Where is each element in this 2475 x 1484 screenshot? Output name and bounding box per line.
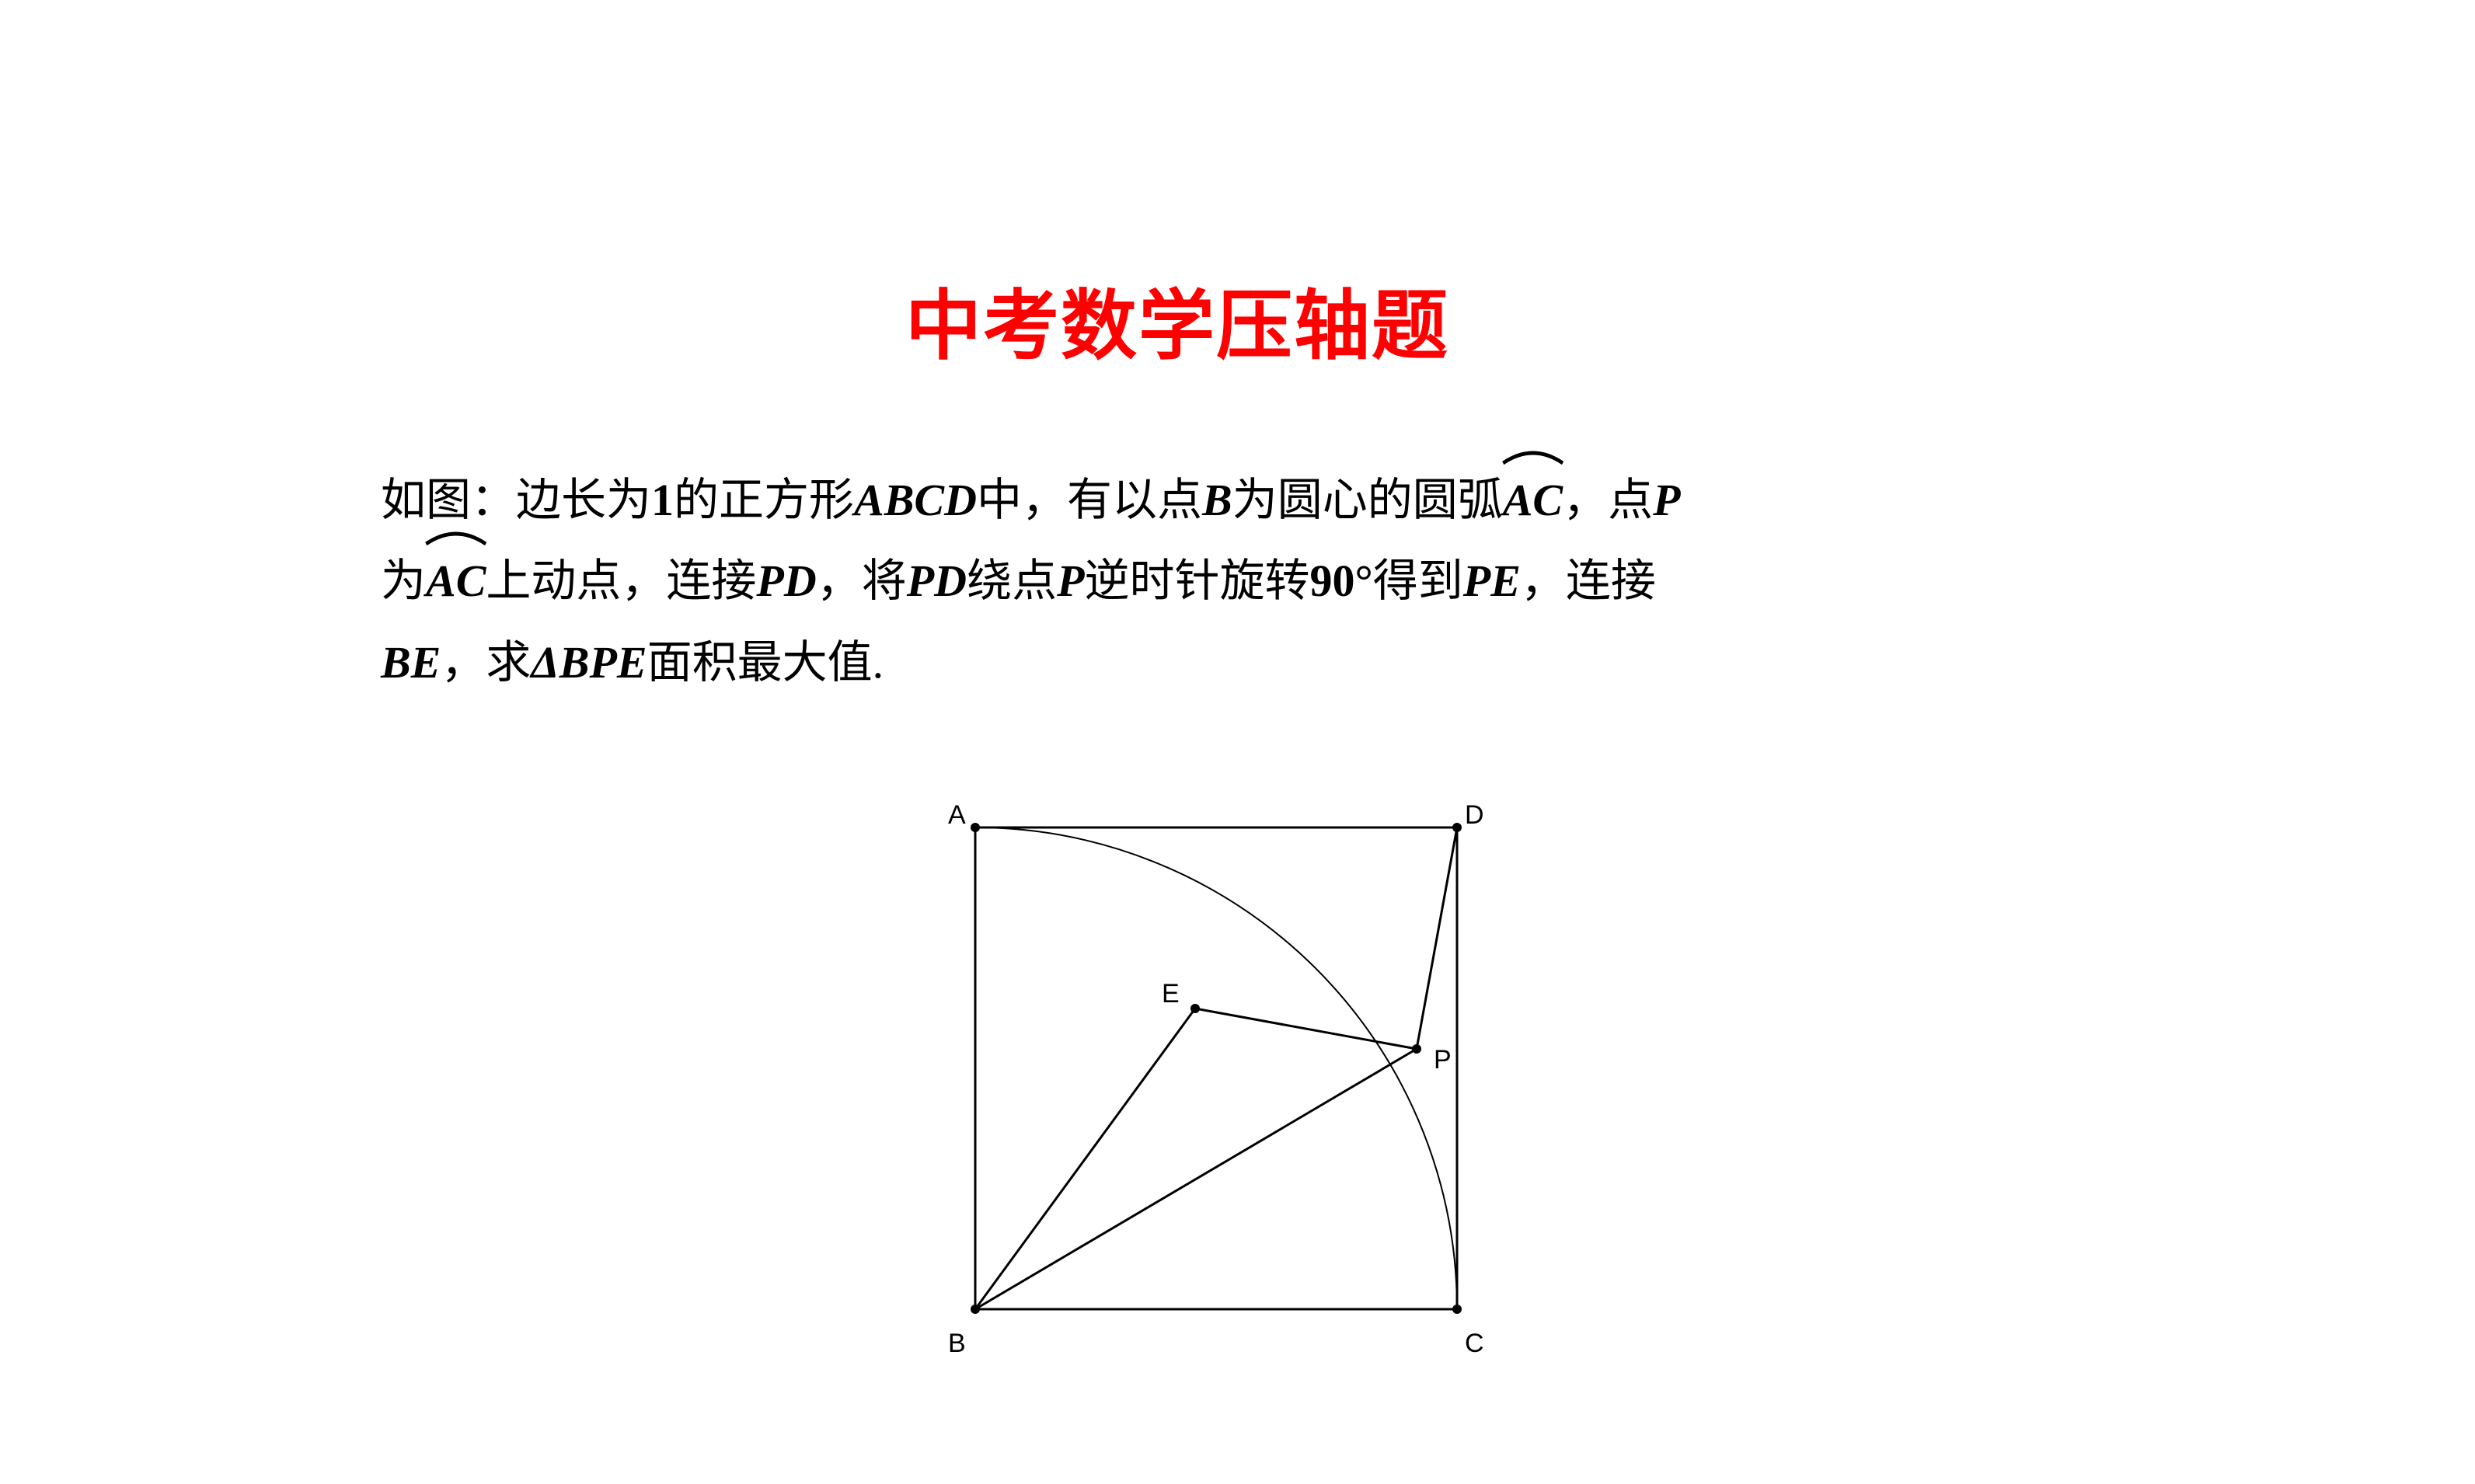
segment-pd: PD: [756, 556, 816, 606]
point-b: B: [1202, 475, 1232, 525]
dot-c: [1452, 1305, 1462, 1314]
problem-statement: 如图：边长为1的正方形ABCD中，有以点B为圆心的圆弧AC，点P为AC上动点，连…: [381, 460, 1974, 703]
arc-ac-text: AC: [1503, 475, 1563, 525]
arc-curve-icon: [1500, 449, 1566, 466]
line-pe: [1195, 1008, 1417, 1049]
label-p: P: [1434, 1045, 1452, 1075]
point-p-2: P: [1057, 556, 1084, 606]
label-b: B: [948, 1329, 966, 1358]
segment-be: BE: [381, 637, 441, 688]
arc-ac-1: AC: [1503, 460, 1563, 541]
arc-curve-icon: [423, 530, 489, 547]
segment-pe: PE: [1463, 556, 1521, 606]
text-segment: 绕点: [967, 556, 1057, 606]
triangle-bpe: ΔBPE: [531, 637, 647, 688]
text-segment: 中，有以点: [977, 475, 1202, 525]
text-segment: 面积最大值.: [647, 637, 884, 688]
label-a: A: [948, 800, 966, 830]
text-segment: 逆时针旋转: [1085, 556, 1310, 606]
angle-ninety: 90°: [1310, 556, 1373, 606]
line-dp: [1417, 827, 1457, 1049]
line-bp: [975, 1049, 1417, 1309]
page-title: 中考数学压轴题: [381, 264, 1974, 374]
label-c: C: [1465, 1329, 1484, 1358]
dot-p: [1412, 1044, 1421, 1054]
dot-e: [1190, 1004, 1200, 1013]
arc-ac-2: AC: [426, 541, 486, 622]
content-wrapper: 中考数学压轴题 如图：边长为1的正方形ABCD中，有以点B为圆心的圆弧AC，点P…: [381, 264, 1974, 1406]
geometry-diagram: A B C D E P: [905, 781, 1527, 1402]
label-d: D: [1465, 800, 1484, 830]
text-segment: 得到: [1373, 556, 1463, 606]
diagram-container: A B C D E P: [458, 781, 1974, 1406]
text-segment: 为: [381, 556, 426, 606]
arc-ac-text-2: AC: [426, 556, 486, 606]
text-segment: ，将: [817, 556, 907, 606]
text-segment: 上动点，连接: [486, 556, 756, 606]
label-e: E: [1162, 979, 1180, 1008]
dot-b: [971, 1305, 980, 1314]
text-segment: 的正方形: [674, 475, 854, 525]
line-be: [975, 1008, 1195, 1309]
number-one: 1: [651, 475, 674, 525]
segment-pd-2: PD: [907, 556, 967, 606]
dot-a: [971, 823, 980, 832]
text-segment: ，点: [1563, 475, 1653, 525]
point-p: P: [1653, 475, 1680, 525]
text-segment: 如图：边长为: [381, 475, 651, 525]
text-segment: ，求: [441, 637, 531, 688]
dot-d: [1452, 823, 1462, 832]
text-segment: 为圆心的圆弧: [1232, 475, 1503, 525]
text-segment: ，连接: [1521, 556, 1656, 606]
square-abcd: ABCD: [854, 475, 977, 525]
